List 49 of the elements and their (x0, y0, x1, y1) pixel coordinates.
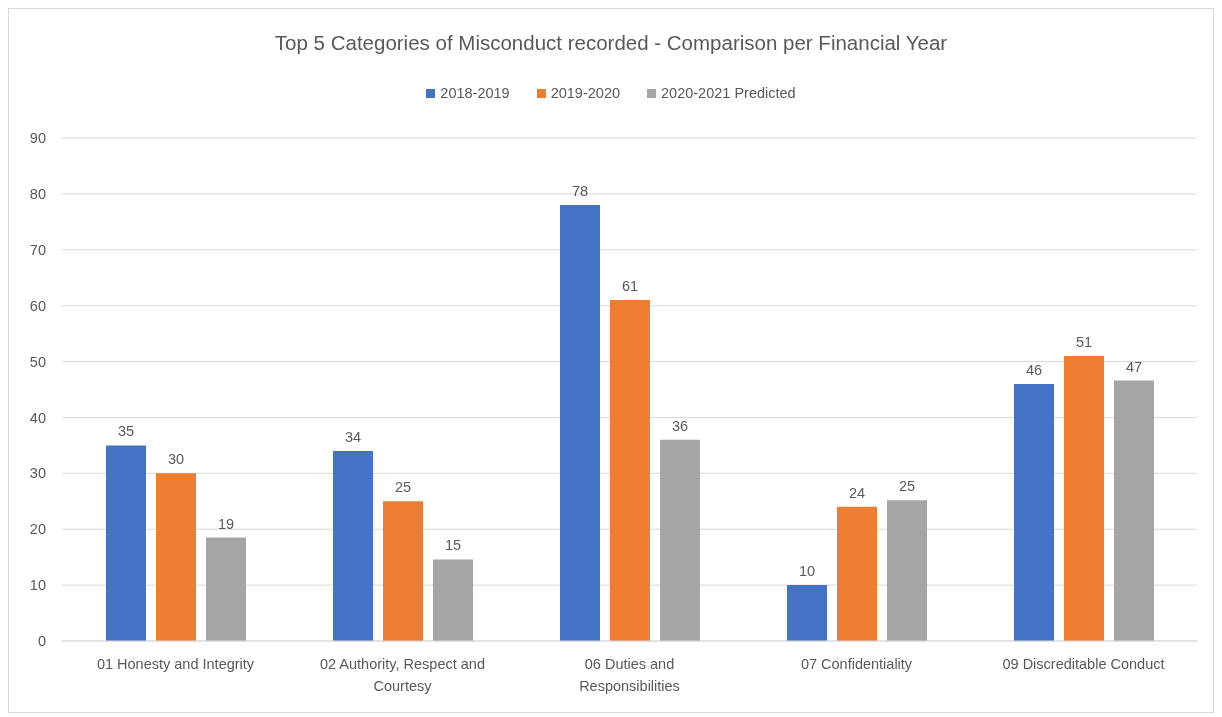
bar (106, 445, 146, 641)
data-label: 46 (1025, 361, 1043, 378)
data-label: 61 (621, 278, 639, 295)
bar (383, 501, 423, 641)
y-tick-label: 10 (29, 577, 46, 594)
x-tick-label: 07 Confidentiality (800, 656, 913, 673)
x-tick-label: 09 Discreditable Conduct (1002, 656, 1165, 673)
bar (887, 500, 927, 641)
bar (1014, 383, 1054, 641)
bar (156, 473, 196, 641)
bar (1064, 355, 1104, 641)
y-tick-label: 60 (29, 297, 46, 314)
data-label: 36 (671, 417, 689, 434)
data-label: 34 (344, 428, 362, 445)
data-label: 25 (898, 478, 916, 495)
data-label: 25 (394, 479, 412, 496)
data-label: 30 (167, 451, 185, 468)
bar (787, 585, 827, 641)
bar (660, 439, 700, 641)
bar (560, 205, 600, 641)
data-label: 15 (444, 537, 462, 554)
x-tick-label: 06 Duties and Responsibilities (579, 656, 680, 695)
bar (837, 506, 877, 641)
y-tick-label: 20 (29, 521, 46, 538)
y-tick-label: 70 (29, 241, 46, 258)
legend-label: 2020-2021 Predicted (661, 84, 796, 102)
data-label: 35 (117, 423, 135, 440)
bar (433, 559, 473, 641)
bar (333, 450, 373, 641)
data-label: 47 (1125, 358, 1143, 375)
chart-title: Top 5 Categories of Misconduct recorded - Comparison per Financial Year (273, 30, 949, 56)
data-label: 78 (571, 183, 589, 200)
bar (1114, 380, 1154, 641)
y-tick-label: 90 (29, 130, 46, 147)
y-tick-label: 0 (37, 633, 46, 650)
bar (610, 300, 650, 641)
data-label: 24 (848, 484, 866, 501)
x-tick-label: 02 Authority, Respect and Courtesy (320, 656, 485, 695)
data-label: 19 (217, 515, 235, 532)
legend-label: 2018-2019 (440, 84, 510, 102)
bar (206, 537, 246, 641)
y-tick-label: 30 (29, 465, 46, 482)
data-label: 51 (1075, 333, 1093, 350)
x-tick-label: 01 Honesty and Integrity (96, 656, 255, 673)
legend-label: 2019-2020 (550, 84, 621, 102)
y-tick-label: 40 (29, 409, 46, 426)
data-label: 10 (798, 563, 816, 580)
y-tick-label: 50 (29, 353, 46, 370)
y-tick-label: 80 (29, 186, 46, 203)
